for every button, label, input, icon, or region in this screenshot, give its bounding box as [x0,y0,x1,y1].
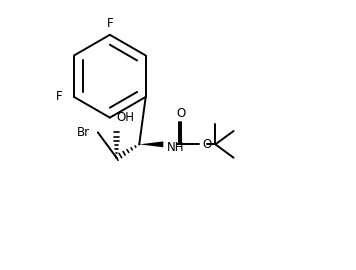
Text: O: O [176,107,185,120]
Text: OH: OH [116,111,135,124]
Text: F: F [106,17,113,30]
Text: F: F [56,90,63,103]
Polygon shape [139,141,163,147]
Text: Br: Br [77,126,90,139]
Text: O: O [202,138,211,151]
Text: NH: NH [167,140,184,154]
